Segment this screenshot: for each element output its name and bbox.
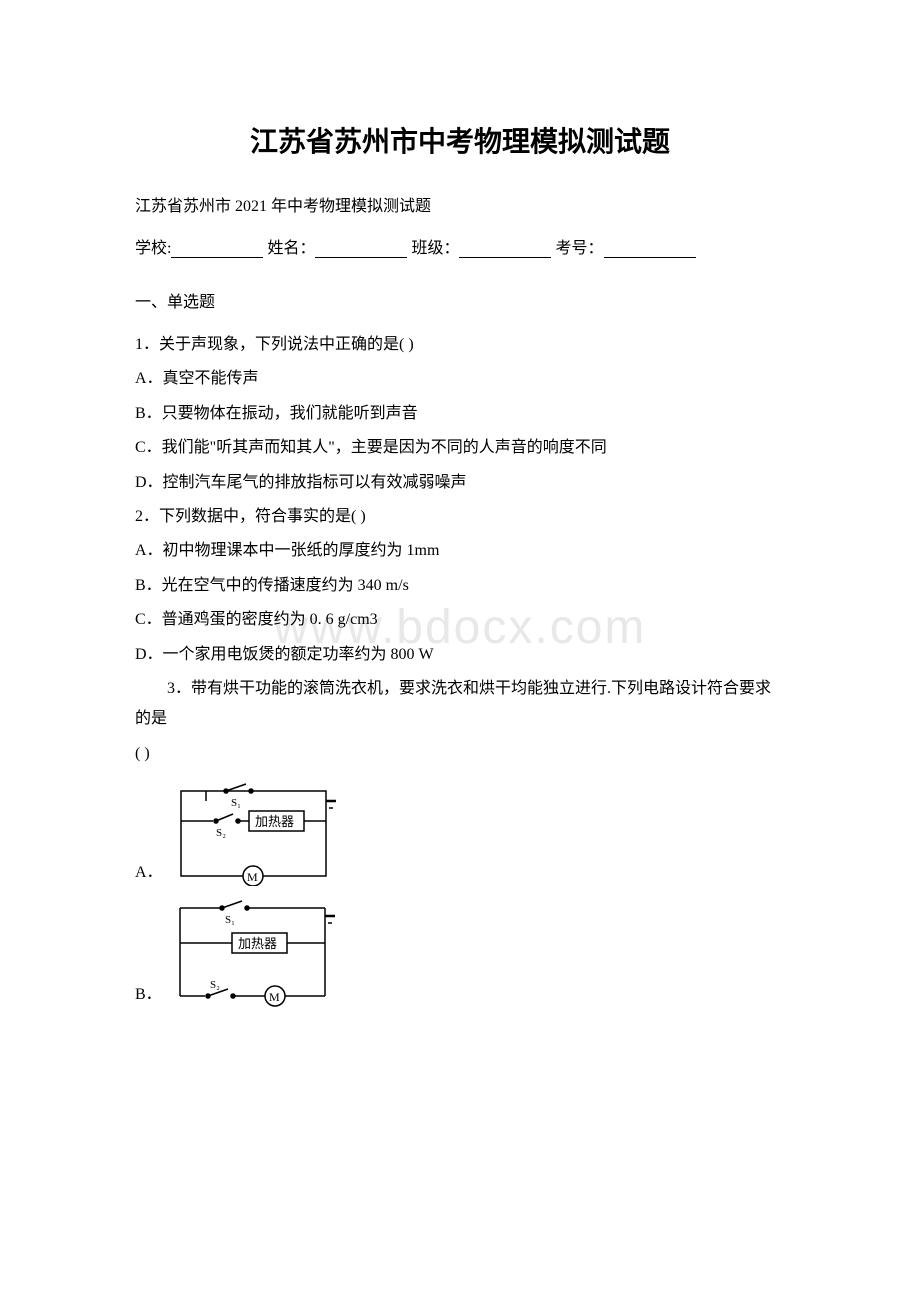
q1-option-b: B．只要物体在振动，我们就能听到声音 [135, 399, 785, 429]
q2-option-d: D．一个家用电饭煲的额定功率约为 800 W [135, 640, 785, 670]
q2-option-c: C．普通鸡蛋的密度约为 0. 6 g/cm3 [135, 605, 785, 635]
q2-option-a: A．初中物理课本中一张纸的厚度约为 1mm [135, 536, 785, 566]
exam-no-blank [604, 238, 696, 258]
q3-option-a-row: A． S₁ S₂ [135, 781, 785, 886]
section-header: 一、单选题 [135, 288, 785, 312]
q3-option-b-row: B． S₁ 加热器 [135, 898, 785, 1008]
q1-option-d: D．控制汽车尾气的排放指标可以有效减弱噪声 [135, 468, 785, 498]
q1-stem: 1．关于声现象，下列说法中正确的是( ) [135, 330, 785, 360]
circuit-diagram-a: S₁ S₂ 加热器 M [171, 781, 336, 886]
school-label: 学校: [135, 240, 171, 257]
svg-text:加热器: 加热器 [238, 936, 277, 951]
class-label: 班级： [411, 240, 459, 257]
student-info-line: 学校: 姓名： 班级： 考号： [135, 234, 785, 258]
svg-text:加热器: 加热器 [255, 814, 294, 829]
svg-text:S₂: S₂ [216, 827, 226, 839]
svg-text:M: M [269, 990, 280, 1004]
circuit-diagram-b: S₁ 加热器 S₂ M [170, 898, 335, 1008]
q3-option-a-label: A． [135, 858, 163, 886]
q3-stem-2: ( ) [135, 739, 785, 769]
document-content: 江苏省苏州市中考物理模拟测试题 江苏省苏州市 2021 年中考物理模拟测试题 学… [135, 120, 785, 1008]
q2-stem: 2．下列数据中，符合事实的是( ) [135, 502, 785, 532]
svg-text:M: M [247, 870, 258, 884]
exam-no-label: 考号： [555, 240, 603, 257]
name-blank [315, 238, 407, 258]
q3-option-b-label: B． [135, 980, 162, 1008]
q3-stem-1: 3．带有烘干功能的滚筒洗衣机，要求洗衣和烘干均能独立进行.下列电路设计符合要求的… [135, 674, 785, 735]
q2-option-b: B．光在空气中的传播速度约为 340 m/s [135, 571, 785, 601]
q1-option-c: C．我们能"听其声而知其人"，主要是因为不同的人声音的响度不同 [135, 433, 785, 463]
q1-option-a: A．真空不能传声 [135, 364, 785, 394]
document-subtitle: 江苏省苏州市 2021 年中考物理模拟测试题 [135, 192, 785, 216]
school-blank [171, 238, 263, 258]
svg-text:S₁: S₁ [231, 797, 241, 809]
svg-text:S₁: S₁ [225, 914, 235, 926]
svg-text:S₂: S₂ [210, 979, 220, 991]
document-title: 江苏省苏州市中考物理模拟测试题 [135, 120, 785, 160]
class-blank [459, 238, 551, 258]
name-label: 姓名： [267, 240, 315, 257]
